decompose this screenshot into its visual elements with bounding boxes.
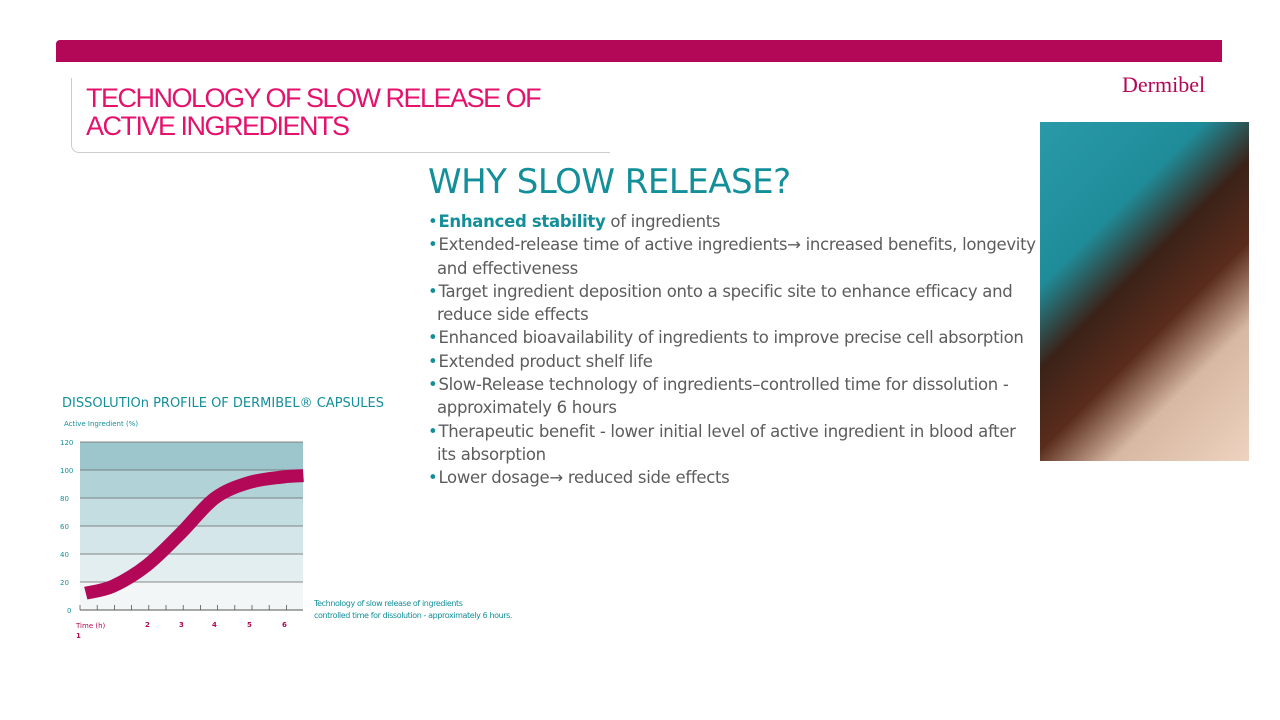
list-item: Enhanced bioavailability of ingredients … — [428, 326, 1038, 349]
list-item: Extended product shelf life — [428, 350, 1038, 373]
model-photo — [1040, 122, 1249, 461]
title-frame — [71, 78, 610, 153]
list-item: Slow-Release technology of ingredients–c… — [428, 373, 1038, 420]
list-item: Therapeutic benefit - lower initial leve… — [428, 420, 1038, 467]
x-tick-label: 2 — [145, 621, 150, 629]
list-item: Lower dosage→ reduced side effects — [428, 466, 1038, 489]
item-text: of ingredients — [605, 212, 721, 231]
page-title: TECHNOLOGY OF SLOW RELEASE OF ACTIVE ING… — [86, 83, 542, 141]
item-text: Slow-Release technology of ingredients–c… — [437, 375, 1009, 418]
y-tick-label: 120 — [60, 439, 73, 447]
item-text: Lower dosage→ reduced side effects — [438, 468, 730, 488]
item-text: Target ingredient deposition onto a spec… — [437, 281, 1013, 325]
x-axis-label: Time (h) — [75, 622, 106, 630]
y-axis-label: Active Ingredient (%) — [64, 420, 139, 428]
y-tick-label: 100 — [60, 467, 73, 475]
header-bar — [56, 40, 1222, 62]
x-tick-label: 3 — [179, 621, 184, 629]
section-heading: WHY SLOW RELEASE? — [428, 162, 791, 202]
list-item: Target ingredient deposition onto a spec… — [428, 280, 1038, 327]
dissolution-curve — [84, 469, 304, 600]
chart-title: DISSOLUTIOn PROFILE OF DERMIBEL® CAPSULE… — [62, 396, 385, 411]
y-tick-label: 20 — [60, 579, 69, 587]
x-tick-label: 1 — [76, 632, 81, 640]
grid-band — [80, 554, 303, 582]
item-text: Enhanced bioavailability of ingredients … — [438, 328, 1024, 348]
chart-caption: Technology of slow release of ingredient… — [314, 598, 512, 622]
brand-logo: Dermibel — [1122, 72, 1206, 97]
caption-line: controlled time for dissolution - approx… — [314, 611, 513, 620]
x-tick-label: 6 — [282, 621, 287, 629]
x-tick-label: 5 — [247, 621, 252, 629]
y-tick-label: 40 — [60, 551, 69, 559]
item-text: Therapeutic benefit - lower initial leve… — [437, 421, 1016, 464]
caption-line: Technology of slow release of ingredient… — [314, 599, 463, 608]
highlight-text: Enhanced stability — [438, 212, 606, 231]
item-text: Extended-release time of active ingredie… — [437, 235, 1036, 278]
x-tick-label: 4 — [212, 621, 217, 629]
grid-band — [80, 442, 303, 470]
y-tick-label: 80 — [60, 495, 69, 503]
y-tick-label: 0 — [67, 607, 71, 615]
benefit-list: Enhanced stability of ingredients Extend… — [428, 210, 1038, 490]
y-tick-label: 60 — [60, 523, 69, 531]
list-item: Extended-release time of active ingredie… — [428, 233, 1038, 280]
list-item: Enhanced stability of ingredients — [428, 210, 1038, 233]
item-text: Extended product shelf life — [438, 351, 653, 371]
